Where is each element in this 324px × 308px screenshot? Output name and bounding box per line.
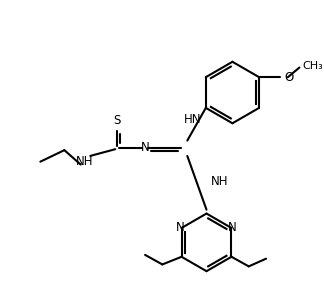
Text: NH: NH [76, 155, 93, 168]
Text: N: N [228, 221, 237, 233]
Text: NH: NH [211, 175, 229, 188]
Text: O: O [284, 71, 293, 84]
Text: S: S [113, 114, 121, 127]
Text: N: N [176, 221, 185, 233]
Text: CH₃: CH₃ [302, 61, 323, 71]
Text: HN: HN [183, 113, 201, 126]
Text: N: N [141, 141, 149, 154]
